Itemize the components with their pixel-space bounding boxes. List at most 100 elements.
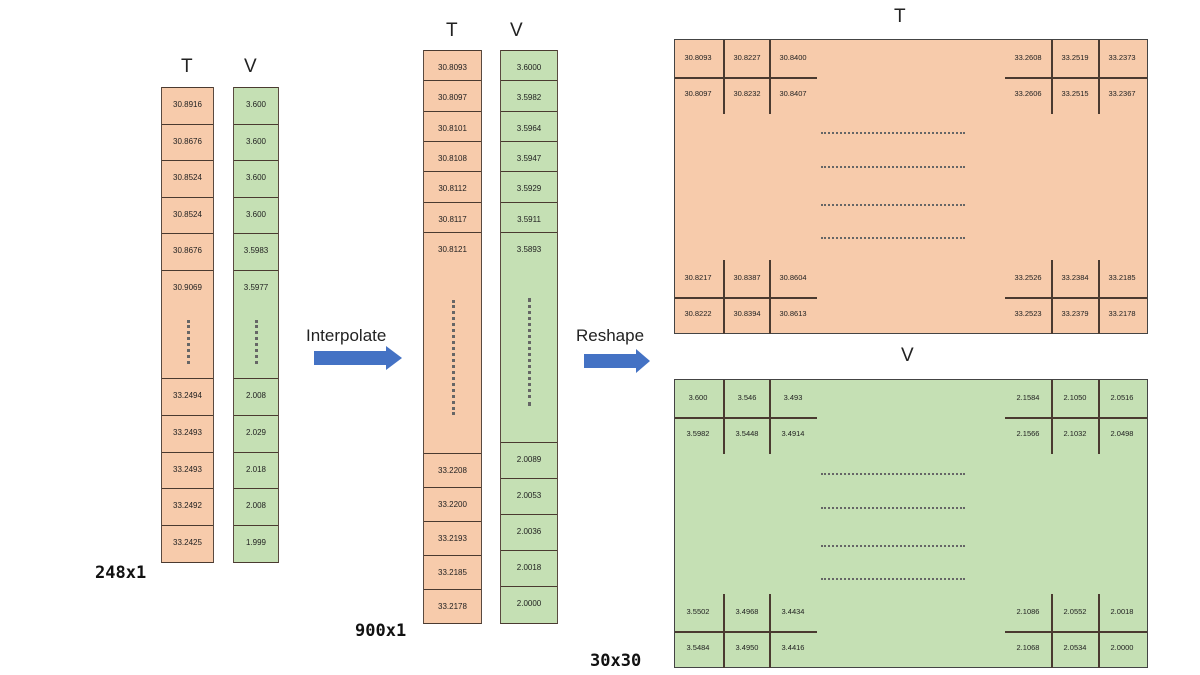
- raw-size-label: 248x1: [95, 563, 147, 583]
- cell-value: 30.8676: [162, 123, 213, 161]
- matrix-cell: 3.5448: [735, 429, 759, 438]
- row-divider: [1005, 77, 1147, 79]
- cell-value: 30.8121: [424, 231, 481, 262]
- cell-value: 30.8101: [424, 110, 481, 141]
- matrix-cell: 2.1068: [1016, 643, 1040, 652]
- cell-value: 2.0018: [501, 550, 557, 586]
- ellipsis-dots: [821, 545, 965, 547]
- matrix-cell: 2.0552: [1063, 607, 1087, 616]
- matrix-cell: 33.2178: [1108, 309, 1136, 318]
- matrix-cell: 30.8222: [684, 309, 712, 318]
- right-arrow-icon: [584, 349, 650, 373]
- cell-value: 3.5947: [501, 140, 557, 171]
- cell-value: 30.8117: [424, 201, 481, 232]
- matrix-v: 3.600 3.546 3.493 3.5982 3.5448 3.4914 2.1584 2…: [674, 379, 1148, 668]
- cell-value: 2.0089: [501, 442, 557, 478]
- ellipsis-dots: [528, 298, 531, 407]
- column-divider: [1098, 594, 1100, 668]
- column-divider: [769, 594, 771, 668]
- cell-value: 30.8916: [162, 87, 213, 124]
- matrix-cell: 2.1566: [1016, 429, 1040, 438]
- row-divider: [675, 77, 817, 79]
- cell-value: 33.2493: [162, 414, 213, 452]
- interp-t-header: T: [446, 20, 458, 41]
- cell-value: 2.0036: [501, 514, 557, 550]
- cell-value: 3.600: [234, 87, 278, 124]
- column-divider: [1098, 40, 1100, 114]
- matrix-cell: 33.2367: [1108, 89, 1136, 98]
- matrix-cell: 2.0498: [1110, 429, 1134, 438]
- matrix-cell: 33.2606: [1014, 89, 1042, 98]
- cell-value: 33.2425: [162, 525, 213, 562]
- matrix-cell: 30.8093: [684, 53, 712, 62]
- cell-value: 2.0000: [501, 586, 557, 622]
- cell-value: 33.2178: [424, 589, 481, 623]
- interp-v-column: 3.6000 3.5982 3.5964 3.5947 3.5929 3.5911 3.58…: [500, 50, 558, 624]
- cell-value: 2.008: [234, 488, 278, 525]
- cell-value: 30.8097: [424, 80, 481, 110]
- row-divider: [1005, 631, 1147, 633]
- matrix-cell: 33.2384: [1061, 273, 1089, 282]
- cell-value: 33.2208: [424, 453, 481, 487]
- cell-value: 2.029: [234, 414, 278, 452]
- interp-t-column: 30.8093 30.8097 30.8101 30.8108 30.8112 30.81…: [423, 50, 482, 624]
- cell-value: 3.5893: [501, 231, 557, 262]
- matrix-cell: 33.2519: [1061, 53, 1089, 62]
- matrix-cell: 3.493: [783, 393, 803, 402]
- matrix-cell: 2.0516: [1110, 393, 1134, 402]
- matrix-cell: 33.2379: [1061, 309, 1089, 318]
- ellipsis-dots: [255, 320, 258, 364]
- cell-value: 3.600: [234, 123, 278, 161]
- cell-value: 3.5964: [501, 110, 557, 141]
- matrix-cell: 30.8227: [733, 53, 761, 62]
- row-divider: [1005, 297, 1147, 299]
- ellipsis-dots: [821, 507, 965, 509]
- reshape-label: Reshape: [576, 326, 645, 345]
- matrix-cell: 30.8387: [733, 273, 761, 282]
- column-divider: [769, 260, 771, 334]
- column-divider: [1051, 260, 1053, 334]
- matrix-t-header: T: [894, 6, 906, 27]
- column-divider: [1051, 594, 1053, 668]
- cell-value: 33.2185: [424, 555, 481, 589]
- matrix-t: 30.8093 30.8227 30.8400 30.8097 30.8232 30.84…: [674, 39, 1148, 334]
- row-divider: [1005, 417, 1147, 419]
- matrix-cell: 3.4434: [781, 607, 805, 616]
- cell-value: 30.8676: [162, 233, 213, 270]
- column-divider: [723, 380, 725, 454]
- cell-value: 2.018: [234, 451, 278, 489]
- matrix-cell: 30.8613: [779, 309, 807, 318]
- column-divider: [1051, 40, 1053, 114]
- matrix-cell: 3.4950: [735, 643, 759, 652]
- row-divider: [675, 631, 817, 633]
- matrix-cell: 3.5502: [686, 607, 710, 616]
- matrix-cell: 3.4416: [781, 643, 805, 652]
- matrix-cell: 2.1584: [1016, 393, 1040, 402]
- matrix-cell: 33.2608: [1014, 53, 1042, 62]
- matrix-cell: 2.1086: [1016, 607, 1040, 616]
- cell-value: 3.5911: [501, 201, 557, 232]
- row-divider: [675, 417, 817, 419]
- matrix-cell: 33.2515: [1061, 89, 1089, 98]
- cell-value: 3.5929: [501, 171, 557, 201]
- ellipsis-dots: [821, 578, 965, 580]
- column-divider: [723, 40, 725, 114]
- matrix-cell: 3.546: [737, 393, 757, 402]
- row-divider: [675, 297, 817, 299]
- right-arrow-icon: [314, 346, 402, 370]
- ellipsis-dots: [821, 204, 965, 206]
- cell-value: 33.2193: [424, 521, 481, 555]
- cell-value: 3.5982: [501, 80, 557, 110]
- matrix-cell: 30.8097: [684, 89, 712, 98]
- raw-v-header: V: [244, 56, 257, 77]
- cell-value: 3.600: [234, 196, 278, 234]
- cell-value: 1.999: [234, 525, 278, 562]
- cell-value: 33.2494: [162, 378, 213, 415]
- cell-value: 33.2493: [162, 451, 213, 489]
- cell-value: 3.600: [234, 160, 278, 197]
- ellipsis-dots: [821, 166, 965, 168]
- matrix-cell: 2.1032: [1063, 429, 1087, 438]
- matrix-cell: 30.8217: [684, 273, 712, 282]
- column-divider: [723, 260, 725, 334]
- interp-size-label: 900x1: [355, 621, 407, 641]
